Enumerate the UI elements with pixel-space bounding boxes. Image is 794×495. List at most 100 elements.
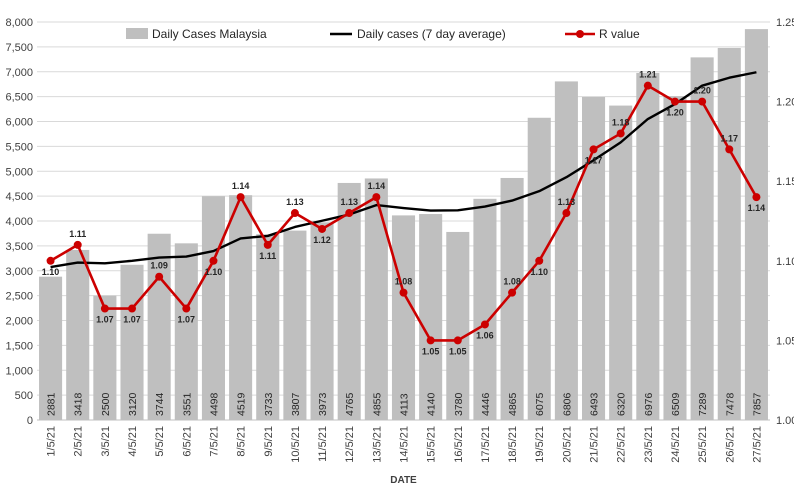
bar xyxy=(147,233,171,420)
x-tick-label: 3/5/21 xyxy=(100,426,112,457)
x-tick-label: 27/5/21 xyxy=(751,426,763,463)
y-right-tick-label: 1.00 xyxy=(776,415,794,427)
r-value-label: 1.10 xyxy=(530,267,548,277)
y-left-tick-label: 4,000 xyxy=(5,216,33,228)
bar-value-label: 3744 xyxy=(154,392,166,416)
r-value-marker xyxy=(209,256,218,265)
x-tick-label: 24/5/21 xyxy=(670,426,682,463)
bar xyxy=(283,230,307,420)
r-value-label: 1.06 xyxy=(476,330,494,340)
r-value-marker xyxy=(725,145,734,154)
r-value-label: 1.13 xyxy=(286,197,304,207)
x-tick-label: 17/5/21 xyxy=(480,426,492,463)
x-tick-label: 9/5/21 xyxy=(263,426,275,457)
r-value-marker xyxy=(752,193,761,202)
bar xyxy=(744,29,768,420)
y-right-tick-label: 1.05 xyxy=(776,335,794,347)
x-tick-label: 15/5/21 xyxy=(426,426,438,463)
x-tick-label: 6/5/21 xyxy=(181,426,193,457)
y-left-tick-label: 1,000 xyxy=(5,365,33,377)
legend: Daily Cases Malaysia Daily cases (7 day a… xyxy=(126,27,640,41)
axes: 0 500 1,000 1,500 2,000 2,500 3,000 3,500 4,000 4… xyxy=(5,17,794,486)
y-left-tick-label: 0 xyxy=(27,415,33,427)
bar xyxy=(717,47,741,420)
r-value-marker xyxy=(643,81,652,90)
bar-value-label: 7857 xyxy=(751,392,763,416)
y-left-tick-label: 5,000 xyxy=(5,166,33,178)
legend-label-average: Daily cases (7 day average) xyxy=(357,27,506,41)
y-left-tick-label: 500 xyxy=(15,390,33,402)
bar-value-label: 4765 xyxy=(344,392,356,416)
bar xyxy=(554,81,578,421)
x-tick-label: 12/5/21 xyxy=(344,426,356,463)
y-left-tick-label: 3,000 xyxy=(5,266,33,278)
r-value-marker xyxy=(236,193,245,202)
x-tick-label: 13/5/21 xyxy=(371,426,383,463)
x-tick-label: 10/5/21 xyxy=(290,426,302,463)
legend-label-bars: Daily Cases Malaysia xyxy=(152,27,267,41)
r-value-marker xyxy=(616,129,625,138)
bar-value-label: 3733 xyxy=(263,392,275,416)
bar xyxy=(636,72,660,420)
r-value-label: 1.17 xyxy=(721,133,739,143)
bar xyxy=(364,178,388,420)
r-value-marker xyxy=(345,209,354,218)
y-left-tick-label: 7,500 xyxy=(5,42,33,54)
bar-value-label: 6976 xyxy=(643,392,655,416)
r-value-label: 1.12 xyxy=(313,235,331,245)
x-tick-label: 8/5/21 xyxy=(236,426,248,457)
bar xyxy=(93,295,117,420)
r-value-marker xyxy=(100,304,109,313)
r-value-label: 1.21 xyxy=(639,70,657,80)
x-tick-label: 2/5/21 xyxy=(73,426,85,457)
r-value-marker xyxy=(46,256,55,265)
bar-value-label: 2500 xyxy=(100,392,112,416)
bar-value-label: 4446 xyxy=(480,392,492,416)
bar xyxy=(256,234,280,420)
r-value-label: 1.13 xyxy=(340,197,358,207)
y-left-tick-label: 6,000 xyxy=(5,117,33,129)
legend-swatch-r-marker xyxy=(576,30,584,38)
y-left-tick-label: 2,000 xyxy=(5,316,33,328)
x-tick-label: 4/5/21 xyxy=(127,426,139,457)
r-value-label: 1.05 xyxy=(422,346,440,356)
bar-value-label: 4519 xyxy=(236,392,248,416)
r-value-label: 1.20 xyxy=(666,108,684,118)
bar xyxy=(174,243,198,420)
r-value-label: 1.14 xyxy=(368,181,386,191)
bar-value-label: 4140 xyxy=(426,392,438,416)
y-left-tick-label: 4,500 xyxy=(5,191,33,203)
r-value-label: 1.07 xyxy=(123,315,141,325)
bar-value-label: 6493 xyxy=(589,392,601,416)
average-line xyxy=(50,71,757,269)
r-value-label: 1.11 xyxy=(259,251,276,261)
x-tick-label: 20/5/21 xyxy=(561,426,573,463)
bar xyxy=(500,177,524,420)
r-value-labels: 1.10 1.11 1.07 1.07 1.09 1.07 1.10 1.14 1.11 1.13… xyxy=(42,70,765,357)
y-right-tick-label: 1.10 xyxy=(776,256,794,268)
x-tick-label: 22/5/21 xyxy=(616,426,628,463)
bar xyxy=(663,96,687,420)
r-value-label: 1.10 xyxy=(205,267,223,277)
x-tick-label: 25/5/21 xyxy=(697,426,709,463)
legend-label-r: R value xyxy=(599,27,640,41)
bar xyxy=(310,222,334,420)
r-value-marker xyxy=(399,288,408,297)
average-line-series xyxy=(50,71,757,269)
bar-value-label: 3973 xyxy=(317,392,329,416)
r-value-label: 1.05 xyxy=(449,346,467,356)
r-value-label: 1.07 xyxy=(96,315,114,325)
bar xyxy=(391,215,416,420)
r-value-marker xyxy=(535,256,544,265)
bar xyxy=(690,57,714,420)
bar-value-label: 2881 xyxy=(46,392,58,416)
r-value-marker xyxy=(480,320,489,329)
y-right-tick-label: 1.20 xyxy=(776,97,794,109)
x-tick-label: 16/5/21 xyxy=(453,426,465,463)
bar-value-label: 4498 xyxy=(208,392,220,416)
r-value-marker xyxy=(372,193,381,202)
x-tick-label: 18/5/21 xyxy=(507,426,519,463)
bar xyxy=(337,182,361,420)
r-value-marker xyxy=(670,97,679,106)
